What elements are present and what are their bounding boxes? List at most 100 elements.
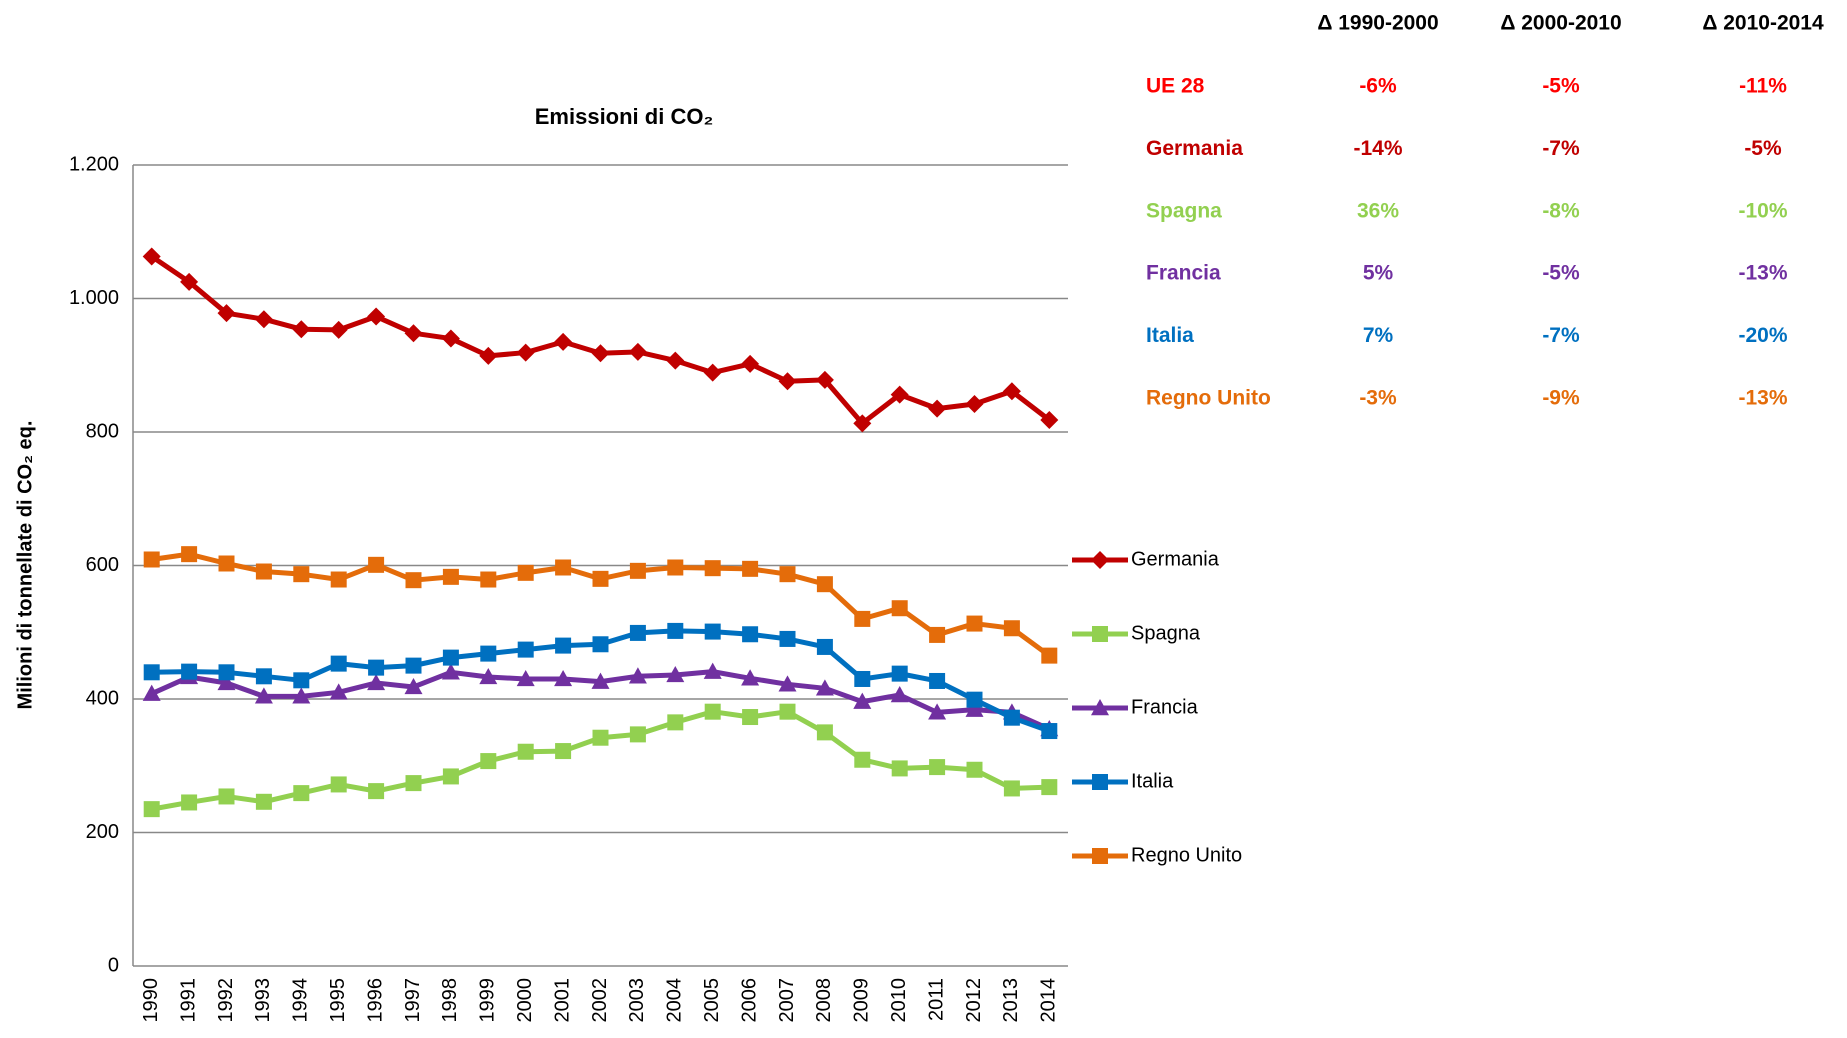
data-point [891, 665, 908, 682]
data-point [255, 793, 272, 810]
x-tick-label: 1996 [364, 978, 386, 1023]
data-point [704, 560, 721, 577]
data-point [405, 572, 422, 589]
data-point [666, 351, 685, 370]
table-cell: -7% [1542, 137, 1580, 160]
data-point [555, 637, 572, 654]
data-point [181, 794, 198, 811]
data-point [368, 783, 385, 800]
data-point [479, 346, 498, 365]
x-tick-label: 2007 [776, 978, 798, 1023]
data-point [779, 566, 796, 583]
data-point [779, 630, 796, 647]
data-point [928, 703, 947, 720]
data-point [293, 672, 310, 689]
data-point [330, 655, 347, 672]
data-point [367, 307, 386, 326]
data-point [255, 668, 272, 685]
data-point [442, 568, 459, 585]
data-point [555, 743, 572, 760]
data-point [629, 726, 646, 743]
data-point [554, 669, 573, 687]
data-point [629, 624, 646, 641]
table-cell: -13% [1738, 262, 1787, 285]
data-point [1002, 382, 1021, 401]
data-point [292, 320, 311, 339]
table-header: Δ 2010-2014 [1702, 12, 1824, 35]
data-point [517, 743, 534, 760]
data-point [441, 329, 460, 348]
data-point [704, 703, 721, 720]
data-point [929, 626, 946, 643]
data-point [890, 385, 909, 404]
x-tick-label: 1991 [177, 978, 199, 1023]
x-tick-label: 2009 [851, 978, 873, 1023]
data-point [143, 801, 160, 818]
data-point [181, 546, 198, 563]
data-point [891, 600, 908, 617]
x-tick-label: 2013 [1000, 978, 1022, 1023]
legend-label: Italia [1131, 770, 1174, 792]
data-point [742, 626, 759, 643]
data-point [441, 663, 460, 680]
x-tick-label: 1990 [140, 978, 162, 1023]
table-cell: -8% [1542, 199, 1580, 222]
row-name: Francia [1146, 262, 1221, 285]
data-point [929, 759, 946, 776]
data-point [778, 372, 797, 391]
table-cell: -6% [1359, 75, 1397, 98]
data-point [368, 659, 385, 676]
legend-marker [1092, 626, 1108, 642]
chart-title: Emissioni di CO₂ [535, 104, 713, 129]
data-point [591, 672, 610, 689]
data-point [741, 669, 760, 686]
data-point [142, 247, 161, 266]
data-point [966, 691, 983, 708]
data-point [442, 649, 459, 666]
data-point [180, 272, 199, 291]
y-tick-label: 400 [86, 687, 119, 709]
legend-label: Germania [1131, 548, 1220, 570]
data-point [217, 673, 236, 691]
data-point [629, 562, 646, 579]
data-point [592, 570, 609, 587]
data-point [516, 343, 535, 362]
data-point [143, 551, 160, 568]
data-point [218, 664, 235, 681]
legend-label: Regno Unito [1131, 844, 1242, 866]
y-tick-label: 1.200 [69, 153, 119, 175]
data-point [742, 709, 759, 726]
table-header: Δ 1990-2000 [1317, 12, 1438, 35]
y-tick-label: 0 [108, 954, 119, 976]
data-point [853, 692, 872, 709]
table-cell: -7% [1542, 324, 1580, 347]
table-cell: 5% [1363, 262, 1394, 285]
y-tick-label: 800 [86, 420, 119, 442]
data-point [554, 332, 573, 351]
data-point [218, 555, 235, 572]
data-point [779, 703, 796, 720]
data-point [854, 751, 871, 768]
table-header: Δ 2000-2010 [1500, 12, 1621, 35]
data-point [816, 724, 833, 741]
table-cell: -5% [1542, 75, 1580, 98]
data-point [1003, 709, 1020, 726]
data-point [816, 576, 833, 593]
data-point [1041, 723, 1058, 740]
data-point [965, 700, 984, 717]
data-point [966, 615, 983, 632]
x-tick-label: 2002 [589, 978, 611, 1023]
data-point [293, 566, 310, 583]
data-point [667, 622, 684, 639]
table-cell: -9% [1542, 387, 1580, 410]
table-cell: -14% [1353, 137, 1402, 160]
data-point [815, 370, 834, 389]
table-cell: -5% [1744, 137, 1782, 160]
legend-label: Spagna [1131, 622, 1201, 644]
x-tick-label: 2011 [925, 978, 947, 1021]
data-point [929, 672, 946, 689]
x-tick-label: 1997 [402, 978, 424, 1023]
data-point [480, 753, 497, 770]
data-point [703, 662, 722, 679]
data-point [890, 685, 909, 703]
